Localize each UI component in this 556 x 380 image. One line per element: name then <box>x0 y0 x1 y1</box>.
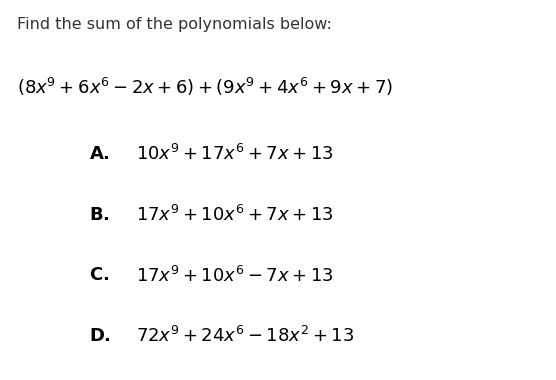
Text: $\bf{B.}$: $\bf{B.}$ <box>89 206 110 224</box>
Text: $10x^{9} + 17x^{6} + 7x + 13$: $10x^{9} + 17x^{6} + 7x + 13$ <box>136 144 334 164</box>
Text: $72x^{9} + 24x^{6} - 18x^{2} + 13$: $72x^{9} + 24x^{6} - 18x^{2} + 13$ <box>136 326 355 346</box>
Text: $17x^{9} + 10x^{6} + 7x + 13$: $17x^{9} + 10x^{6} + 7x + 13$ <box>136 205 334 225</box>
Text: $(8x^{9} + 6x^{6} - 2x + 6) + (9x^{9} + 4x^{6} + 9x + 7)$: $(8x^{9} + 6x^{6} - 2x + 6) + (9x^{9} + … <box>17 76 393 98</box>
Text: $\bf{D.}$: $\bf{D.}$ <box>89 327 111 345</box>
Text: $\bf{C.}$: $\bf{C.}$ <box>89 266 109 285</box>
Text: Find the sum of the polynomials below:: Find the sum of the polynomials below: <box>17 17 331 32</box>
Text: $\bf{A.}$: $\bf{A.}$ <box>89 145 110 163</box>
Text: $17x^{9} + 10x^{6} - 7x + 13$: $17x^{9} + 10x^{6} - 7x + 13$ <box>136 266 334 285</box>
